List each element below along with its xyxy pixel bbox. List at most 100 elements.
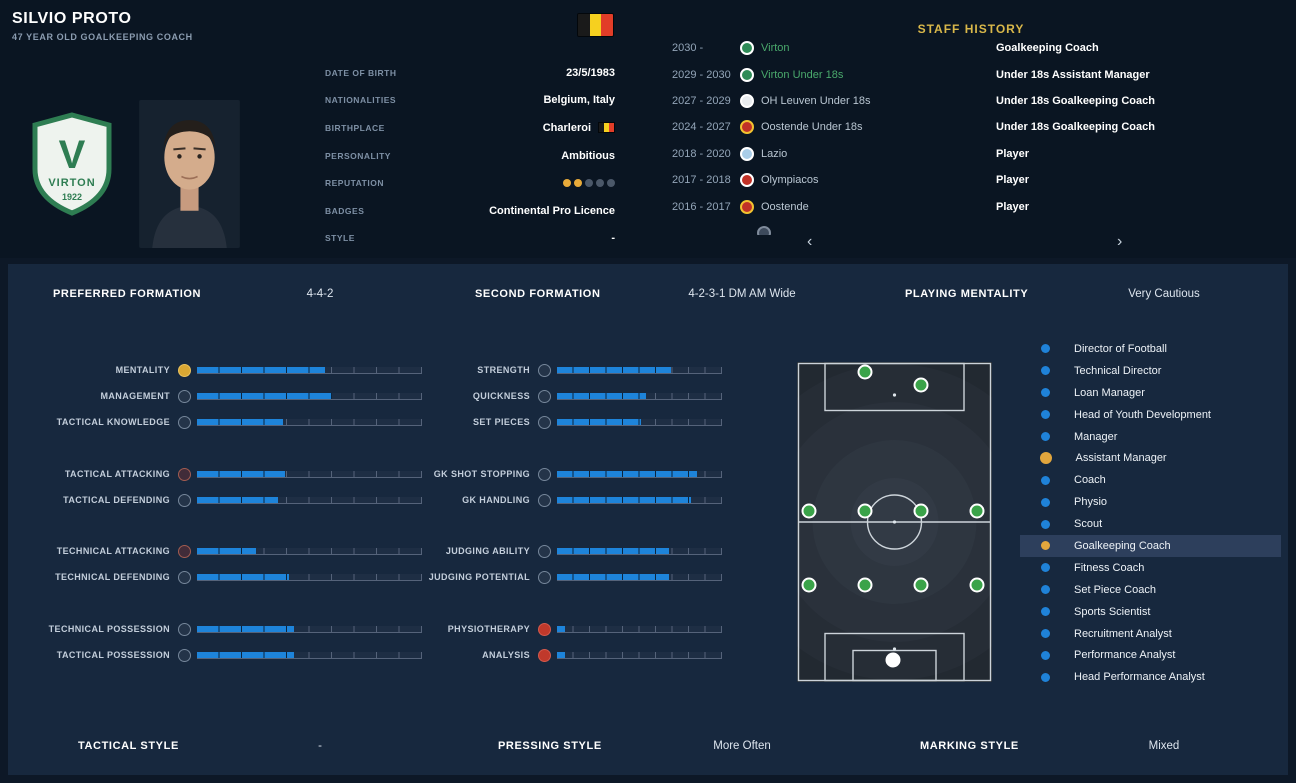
formation-pitch <box>797 362 992 682</box>
role-item-recruitment-analyst[interactable]: Recruitment Analyst <box>1020 623 1281 645</box>
attribute-column-middle: STRENGTH QUICKNESS SET PIECES GK SHOT STOPP… <box>350 264 722 775</box>
role-item-performance-analyst[interactable]: Performance Analyst <box>1020 644 1281 666</box>
attribute-bar-fill <box>557 651 566 659</box>
info-value: - <box>611 232 615 245</box>
role-item-director-of-football[interactable]: Director of Football <box>1020 338 1281 360</box>
club-badge-icon <box>740 120 754 135</box>
info-value: Belgium, Italy <box>543 94 615 107</box>
reputation-dot <box>574 179 582 188</box>
belgium-flag-icon <box>577 13 614 37</box>
staff-history-row[interactable]: 2018 - 2020 Lazio Player <box>655 141 1287 167</box>
attribute-bar-fill <box>197 418 283 426</box>
role-item-physio[interactable]: Physio <box>1020 491 1281 513</box>
info-row: DATE OF BIRTH 23/5/1983 <box>325 59 615 87</box>
attribute-label: PHYSIOTHERAPY <box>447 624 530 634</box>
history-next-button[interactable]: › <box>1117 233 1123 250</box>
role-label: Performance Analyst <box>1074 649 1176 662</box>
second-formation-value: 4-2-3-1 DM AM Wide <box>688 288 796 300</box>
role-item-set-piece-coach[interactable]: Set Piece Coach <box>1020 579 1281 601</box>
role-item-head-of-youth-development[interactable]: Head of Youth Development <box>1020 404 1281 426</box>
preferred-formation-value: 4-4-2 <box>306 288 334 300</box>
club-logo-year: 1922 <box>62 192 82 202</box>
attribute-bar-ticks <box>197 470 422 478</box>
attribute-bar <box>197 625 422 633</box>
reputation-dot <box>585 179 593 188</box>
attribute-bar-ticks <box>557 625 722 633</box>
role-dot <box>1041 563 1050 573</box>
role-dot <box>1041 497 1050 507</box>
staff-history-row[interactable]: 2016 - 2017 Oostende Player <box>655 193 1287 219</box>
attribute-row: PHYSIOTHERAPY <box>350 616 722 642</box>
history-prev-button[interactable]: ‹ <box>807 233 813 250</box>
attribute-bar-fill <box>557 547 670 555</box>
attribute-label: QUICKNESS <box>472 391 530 401</box>
attribute-label: MANAGEMENT <box>100 391 170 401</box>
attribute-bar <box>197 651 422 659</box>
role-item-fitness-coach[interactable]: Fitness Coach <box>1020 557 1281 579</box>
player-dot <box>857 503 873 519</box>
role-item-sports-scientist[interactable]: Sports Scientist <box>1020 601 1281 623</box>
club-name: Oostende <box>761 200 809 213</box>
attribute-row: MENTALITY <box>20 357 422 383</box>
attribute-bar <box>197 392 422 400</box>
club-logo-letter: V <box>59 133 86 177</box>
attribute-bar-fill <box>557 418 642 426</box>
role-item-technical-director[interactable]: Technical Director <box>1020 360 1281 382</box>
attribute-row: MANAGEMENT <box>20 383 422 409</box>
role-label: Loan Manager <box>1074 386 1145 399</box>
player-info-list: DATE OF BIRTH 23/5/1983 NATIONALITIES Belgi… <box>325 59 615 252</box>
info-label: BIRTHPLACE <box>325 122 385 133</box>
info-value: 23/5/1983 <box>566 66 615 79</box>
role-item-coach[interactable]: Coach <box>1020 469 1281 491</box>
attribute-bar <box>557 651 722 659</box>
attribute-group: PHYSIOTHERAPY ANALYSIS <box>350 616 722 668</box>
attribute-bar-fill <box>197 496 278 504</box>
goalkeeper-dot <box>885 652 901 668</box>
role-item-manager[interactable]: Manager <box>1020 426 1281 448</box>
staff-history-row[interactable]: 2024 - 2027 Oostende Under 18s Under 18s G… <box>655 114 1287 140</box>
attribute-row: QUICKNESS <box>350 383 722 409</box>
attribute-icon <box>538 363 551 377</box>
staff-history-title: STAFF HISTORY <box>917 21 1025 36</box>
player-dot <box>801 503 817 519</box>
role-dot <box>1041 475 1050 485</box>
attribute-bar <box>197 470 422 478</box>
history-years: 2016 - 2017 <box>672 200 731 213</box>
staff-history-row[interactable]: 2027 - 2029 OH Leuven Under 18s Under 18s … <box>655 88 1287 114</box>
attribute-group: JUDGING ABILITY JUDGING POTENTIAL <box>350 538 722 590</box>
history-years: 2027 - 2029 <box>672 94 731 107</box>
attribute-bar-fill <box>557 496 691 504</box>
attribute-label: ANALYSIS <box>482 650 530 660</box>
role-item-scout[interactable]: Scout <box>1020 513 1281 535</box>
attribute-icon <box>178 363 191 377</box>
attribute-group: TECHNICAL ATTACKING TECHNICAL DEFENDING <box>20 538 422 590</box>
attribute-bar <box>557 366 722 374</box>
attribute-label: TECHNICAL POSSESSION <box>48 624 170 634</box>
role-label: Coach <box>1074 474 1106 487</box>
coach-report-panel: PREFERRED FORMATION 4-4-2 SECOND FORMATI… <box>8 264 1288 775</box>
staff-history-row[interactable]: 2017 - 2018 Olympiacos Player <box>655 167 1287 193</box>
attribute-icon <box>538 570 551 584</box>
role-label: Technical Director <box>1074 364 1162 377</box>
role-item-head-performance-analyst[interactable]: Head Performance Analyst <box>1020 666 1281 688</box>
attribute-icon <box>178 493 191 507</box>
attribute-bar-fill <box>557 470 698 478</box>
role-label: Recruitment Analyst <box>1074 627 1172 640</box>
staff-history-list: 2030 - Virton Goalkeeping Coach 2029 - 2030… <box>655 35 1287 235</box>
info-label: PERSONALITY <box>325 150 391 161</box>
history-years: 2030 - <box>672 42 704 55</box>
role-item-assistant-manager[interactable]: Assistant Manager <box>1020 447 1281 469</box>
attribute-label: TACTICAL DEFENDING <box>63 495 170 505</box>
history-role: Player <box>996 200 1030 213</box>
player-dot <box>969 577 985 593</box>
role-item-loan-manager[interactable]: Loan Manager <box>1020 382 1281 404</box>
staff-history-row[interactable]: 2029 - 2030 Virton Under 18s Under 18s Ass… <box>655 61 1287 87</box>
role-item-goalkeeping-coach[interactable]: Goalkeeping Coach <box>1020 535 1281 557</box>
role-label: Assistant Manager <box>1075 452 1167 465</box>
role-dot <box>1041 432 1050 441</box>
staff-history-row[interactable]: 2030 - Virton Goalkeeping Coach <box>655 35 1287 61</box>
preferred-formation-label: PREFERRED FORMATION <box>53 288 202 300</box>
page-title: SILVIO PROTO <box>12 10 132 27</box>
club-badge-icon <box>757 226 771 235</box>
attribute-label: JUDGING ABILITY <box>445 546 530 556</box>
